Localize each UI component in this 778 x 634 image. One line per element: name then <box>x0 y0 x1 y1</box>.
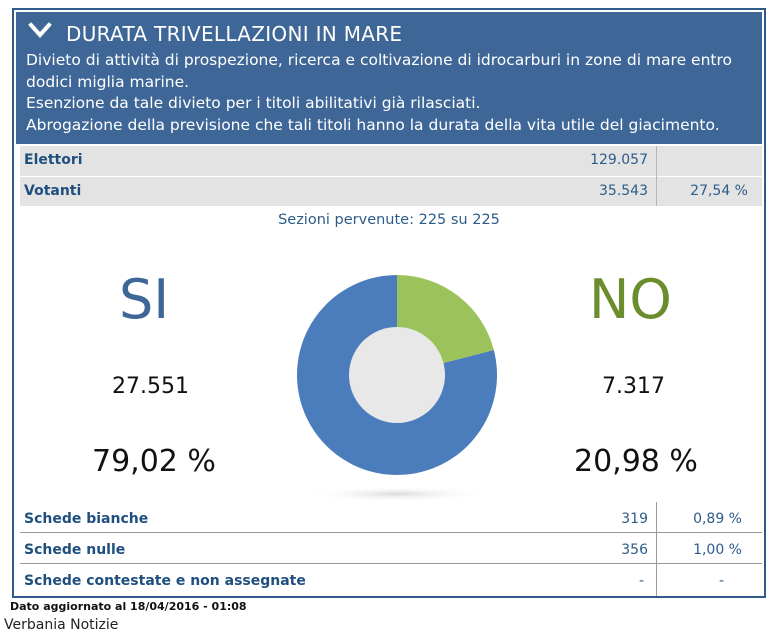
schede-nulle-value: 356 <box>621 542 648 558</box>
row-divider <box>20 563 762 564</box>
si-count: 27.551 <box>112 374 189 399</box>
description-line: dodici miglia marine. <box>26 72 190 91</box>
sezioni-pervenute: Sezioni pervenute: 225 su 225 <box>278 212 500 228</box>
referendum-panel: DURATA TRIVELLAZIONI IN MARE Divieto di … <box>12 8 766 598</box>
si-percent: 79,02 % <box>92 444 216 479</box>
schede-contestate-row: Schede contestate e non assegnate - - <box>20 564 762 595</box>
votanti-label: Votanti <box>24 183 82 199</box>
row-divider <box>20 176 762 177</box>
schede-nulle-row: Schede nulle 356 1,00 % <box>20 533 762 564</box>
row-divider <box>20 532 762 533</box>
schede-contestate-percent: - <box>718 573 724 589</box>
votanti-value: 35.543 <box>599 183 648 199</box>
schede-bianche-row: Schede bianche 319 0,89 % <box>20 502 762 533</box>
schede-contestate-value: - <box>638 573 644 589</box>
schede-nulle-label: Schede nulle <box>24 542 126 558</box>
elettori-row: Elettori 129.057 <box>20 146 762 176</box>
elettori-label: Elettori <box>24 152 83 168</box>
elettori-value: 129.057 <box>590 152 648 168</box>
votanti-percent: 27,54 % <box>690 183 748 199</box>
no-label: NO <box>589 268 672 331</box>
schede-bianche-label: Schede bianche <box>24 511 149 527</box>
column-divider <box>656 502 657 596</box>
results-donut-chart <box>297 275 497 502</box>
question-title: DURATA TRIVELLAZIONI IN MARE <box>66 22 403 46</box>
question-header[interactable]: DURATA TRIVELLAZIONI IN MARE Divieto di … <box>16 12 762 144</box>
si-label: SI <box>119 268 170 331</box>
chevron-down-icon[interactable] <box>28 22 52 40</box>
schede-bianche-value: 319 <box>621 511 648 527</box>
update-timestamp: Dato aggiornato al 18/04/2016 - 01:08 <box>10 600 247 613</box>
turnout-table: Elettori 129.057 Votanti 35.543 27,54 % <box>20 146 762 206</box>
source-credit: Verbania Notizie <box>4 617 119 633</box>
no-percent: 20,98 % <box>574 444 698 479</box>
schede-contestate-label: Schede contestate e non assegnate <box>24 573 306 589</box>
schede-bianche-percent: 0,89 % <box>693 511 742 527</box>
donut-hole <box>349 327 445 423</box>
chart-shadow <box>305 486 489 502</box>
description-line: Abrogazione della previsione che tali ti… <box>26 115 720 134</box>
description-line: Esenzione da tale divieto per i titoli a… <box>26 94 481 113</box>
question-description: Divieto di attività di prospezione, rice… <box>26 50 756 136</box>
schede-nulle-percent: 1,00 % <box>693 542 742 558</box>
votanti-row: Votanti 35.543 27,54 % <box>20 177 762 207</box>
no-count: 7.317 <box>602 374 665 399</box>
description-line: Divieto di attività di prospezione, rice… <box>26 51 733 69</box>
column-divider <box>656 146 657 206</box>
schede-table: Schede bianche 319 0,89 % Schede nulle 3… <box>20 502 762 596</box>
